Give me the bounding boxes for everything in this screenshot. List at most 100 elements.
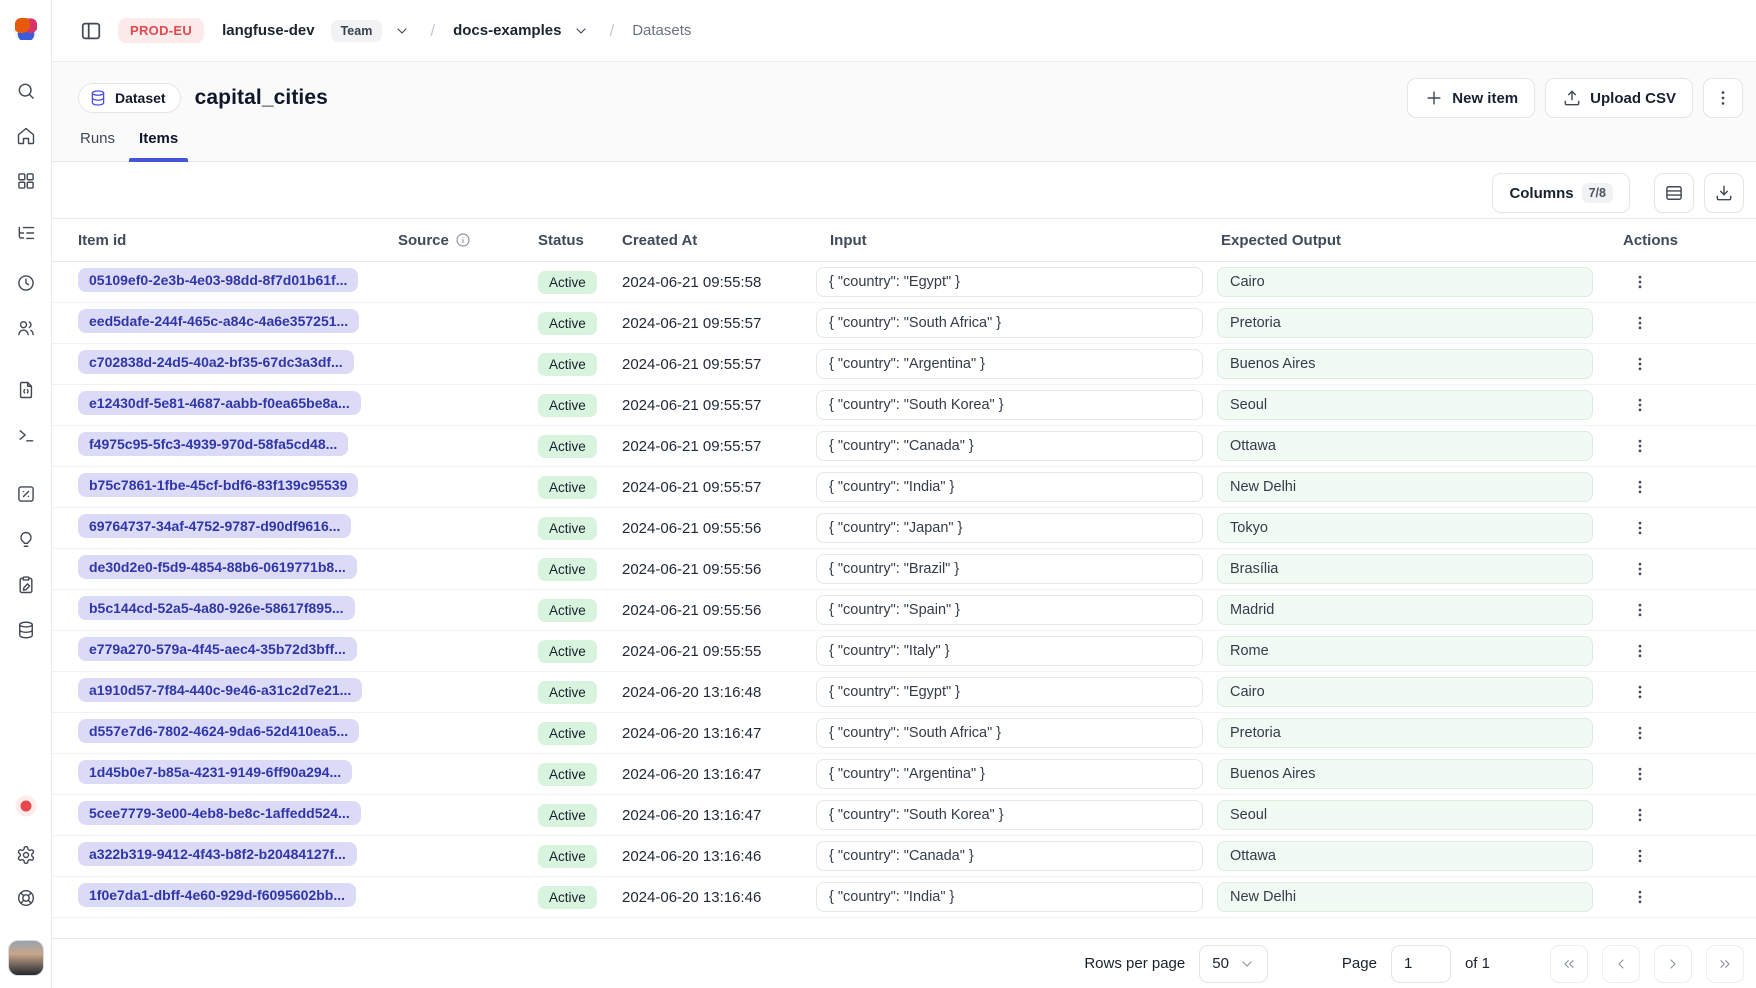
item-id-badge[interactable]: f4975c95-5fc3-4939-970d-58fa5cd48... xyxy=(78,431,349,456)
row-actions-button[interactable] xyxy=(1625,800,1655,830)
home-icon[interactable] xyxy=(8,118,44,154)
item-id-badge[interactable]: b75c7861-1fbe-45cf-bdf6-83f139c95539 xyxy=(78,472,359,497)
item-id-badge[interactable]: 5cee7779-3e00-4eb8-be8c-1affedd524... xyxy=(78,800,361,825)
input-cell-box[interactable]: { "country": "India" } xyxy=(816,472,1203,502)
table-row[interactable]: a1910d57-7f84-440c-9e46-a31c2d7e21... Ac… xyxy=(52,672,1756,713)
evaluation-percent-icon[interactable] xyxy=(8,476,44,512)
table-row[interactable]: e779a270-579a-4f45-aec4-35b72d3bff... Ac… xyxy=(52,631,1756,672)
expected-output-box[interactable]: Seoul xyxy=(1217,390,1593,420)
environment-badge[interactable]: PROD-EU xyxy=(118,18,205,43)
row-actions-button[interactable] xyxy=(1625,595,1655,625)
row-actions-button[interactable] xyxy=(1625,431,1655,461)
prompts-file-icon[interactable] xyxy=(8,372,44,408)
users-icon[interactable] xyxy=(8,310,44,346)
expected-output-box[interactable]: Rome xyxy=(1217,636,1593,666)
expected-output-box[interactable]: Cairo xyxy=(1217,267,1593,297)
export-button[interactable] xyxy=(1704,173,1744,213)
item-id-badge[interactable]: e12430df-5e81-4687-aabb-f0ea65be8a... xyxy=(78,390,361,415)
item-id-badge[interactable]: c702838d-24d5-40a2-bf35-67dc3a3df... xyxy=(78,349,354,374)
table-row[interactable]: 1f0e7da1-dbff-4e60-929d-f6095602bb... Ac… xyxy=(52,877,1756,918)
table-row[interactable]: 69764737-34af-4752-9787-d90df9616... Act… xyxy=(52,508,1756,549)
rows-per-page-select[interactable]: 50 xyxy=(1199,944,1268,983)
first-page-button[interactable] xyxy=(1550,944,1588,983)
expected-output-box[interactable]: New Delhi xyxy=(1217,472,1593,502)
sidebar-toggle-icon[interactable] xyxy=(74,14,108,48)
breadcrumb-section[interactable]: Datasets xyxy=(632,22,692,39)
input-cell-box[interactable]: { "country": "Egypt" } xyxy=(816,267,1203,297)
expected-output-box[interactable]: Buenos Aires xyxy=(1217,759,1593,789)
row-actions-button[interactable] xyxy=(1625,472,1655,502)
row-actions-button[interactable] xyxy=(1625,554,1655,584)
expected-output-box[interactable]: Cairo xyxy=(1217,677,1593,707)
row-actions-button[interactable] xyxy=(1625,882,1655,912)
row-actions-button[interactable] xyxy=(1625,267,1655,297)
table-row[interactable]: 05109ef0-2e3b-4e03-98dd-8f7d01b61f... Ac… xyxy=(52,262,1756,303)
table-row[interactable]: f4975c95-5fc3-4939-970d-58fa5cd48... Act… xyxy=(52,426,1756,467)
new-item-button[interactable]: New item xyxy=(1407,78,1536,118)
input-cell-box[interactable]: { "country": "Canada" } xyxy=(816,841,1203,871)
columns-button[interactable]: Columns 7/8 xyxy=(1492,173,1630,213)
table-row[interactable]: a322b319-9412-4f43-b8f2-b20484127f... Ac… xyxy=(52,836,1756,877)
item-id-badge[interactable]: 05109ef0-2e3b-4e03-98dd-8f7d01b61f... xyxy=(78,267,359,292)
datasets-database-icon[interactable] xyxy=(8,612,44,648)
row-actions-button[interactable] xyxy=(1625,718,1655,748)
item-id-badge[interactable]: d557e7d6-7802-4624-9da6-52d410ea5... xyxy=(78,718,360,743)
item-id-badge[interactable]: 1d45b0e7-b85a-4231-9149-6ff90a294... xyxy=(78,759,353,784)
expected-output-box[interactable]: Ottawa xyxy=(1217,841,1593,871)
playground-terminal-icon[interactable] xyxy=(8,417,44,453)
org-name[interactable]: langfuse-dev xyxy=(222,22,315,39)
expected-output-box[interactable]: New Delhi xyxy=(1217,882,1593,912)
input-cell-box[interactable]: { "country": "India" } xyxy=(816,882,1203,912)
tracing-tree-icon[interactable] xyxy=(8,215,44,251)
item-id-badge[interactable]: eed5dafe-244f-465c-a84c-4a6e357251... xyxy=(78,308,360,333)
input-cell-box[interactable]: { "country": "Japan" } xyxy=(816,513,1203,543)
table-row[interactable]: e12430df-5e81-4687-aabb-f0ea65be8a... Ac… xyxy=(52,385,1756,426)
expected-output-box[interactable]: Brasília xyxy=(1217,554,1593,584)
input-cell-box[interactable]: { "country": "Argentina" } xyxy=(816,759,1203,789)
input-cell-box[interactable]: { "country": "South Korea" } xyxy=(816,800,1203,830)
table-row[interactable]: b75c7861-1fbe-45cf-bdf6-83f139c95539 Act… xyxy=(52,467,1756,508)
user-avatar[interactable] xyxy=(8,940,44,976)
next-page-button[interactable] xyxy=(1654,944,1692,983)
input-cell-box[interactable]: { "country": "Spain" } xyxy=(816,595,1203,625)
item-id-badge[interactable]: a1910d57-7f84-440c-9e46-a31c2d7e21... xyxy=(78,677,363,702)
sessions-clock-icon[interactable] xyxy=(8,265,44,301)
row-actions-button[interactable] xyxy=(1625,513,1655,543)
dataset-kebab-menu-button[interactable] xyxy=(1703,78,1743,118)
input-cell-box[interactable]: { "country": "South Africa" } xyxy=(816,718,1203,748)
expected-output-box[interactable]: Pretoria xyxy=(1217,308,1593,338)
dashboard-grid-icon[interactable] xyxy=(8,163,44,199)
previous-page-button[interactable] xyxy=(1602,944,1640,983)
expected-output-box[interactable]: Ottawa xyxy=(1217,431,1593,461)
expected-output-box[interactable]: Madrid xyxy=(1217,595,1593,625)
tab-runs[interactable]: Runs xyxy=(70,130,125,161)
input-cell-box[interactable]: { "country": "Argentina" } xyxy=(816,349,1203,379)
input-cell-box[interactable]: { "country": "Canada" } xyxy=(816,431,1203,461)
item-id-badge[interactable]: 1f0e7da1-dbff-4e60-929d-f6095602bb... xyxy=(78,882,356,907)
table-row[interactable]: c702838d-24d5-40a2-bf35-67dc3a3df... Act… xyxy=(52,344,1756,385)
input-cell-box[interactable]: { "country": "Italy" } xyxy=(816,636,1203,666)
input-cell-box[interactable]: { "country": "Brazil" } xyxy=(816,554,1203,584)
table-row[interactable]: de30d2e0-f5d9-4854-88b6-0619771b8... Act… xyxy=(52,549,1756,590)
table-row[interactable]: 1d45b0e7-b85a-4231-9149-6ff90a294... Act… xyxy=(52,754,1756,795)
search-icon[interactable] xyxy=(8,73,44,109)
org-switcher-chevron-icon[interactable] xyxy=(392,21,412,41)
row-actions-button[interactable] xyxy=(1625,841,1655,871)
item-id-badge[interactable]: de30d2e0-f5d9-4854-88b6-0619771b8... xyxy=(78,554,357,579)
table-row[interactable]: 5cee7779-3e00-4eb8-be8c-1affedd524... Ac… xyxy=(52,795,1756,836)
table-row[interactable]: eed5dafe-244f-465c-a84c-4a6e357251... Ac… xyxy=(52,303,1756,344)
project-switcher-chevron-icon[interactable] xyxy=(571,21,591,41)
item-id-badge[interactable]: e779a270-579a-4f45-aec4-35b72d3bff... xyxy=(78,636,357,661)
row-height-button[interactable] xyxy=(1654,173,1694,213)
expected-output-box[interactable]: Buenos Aires xyxy=(1217,349,1593,379)
expected-output-box[interactable]: Seoul xyxy=(1217,800,1593,830)
row-actions-button[interactable] xyxy=(1625,390,1655,420)
project-name[interactable]: docs-examples xyxy=(453,22,562,39)
expected-output-box[interactable]: Tokyo xyxy=(1217,513,1593,543)
expected-output-box[interactable]: Pretoria xyxy=(1217,718,1593,748)
row-actions-button[interactable] xyxy=(1625,308,1655,338)
upload-csv-button[interactable]: Upload CSV xyxy=(1545,78,1693,118)
row-actions-button[interactable] xyxy=(1625,759,1655,789)
settings-gear-icon[interactable] xyxy=(8,837,44,873)
item-id-badge[interactable]: 69764737-34af-4752-9787-d90df9616... xyxy=(78,513,352,538)
